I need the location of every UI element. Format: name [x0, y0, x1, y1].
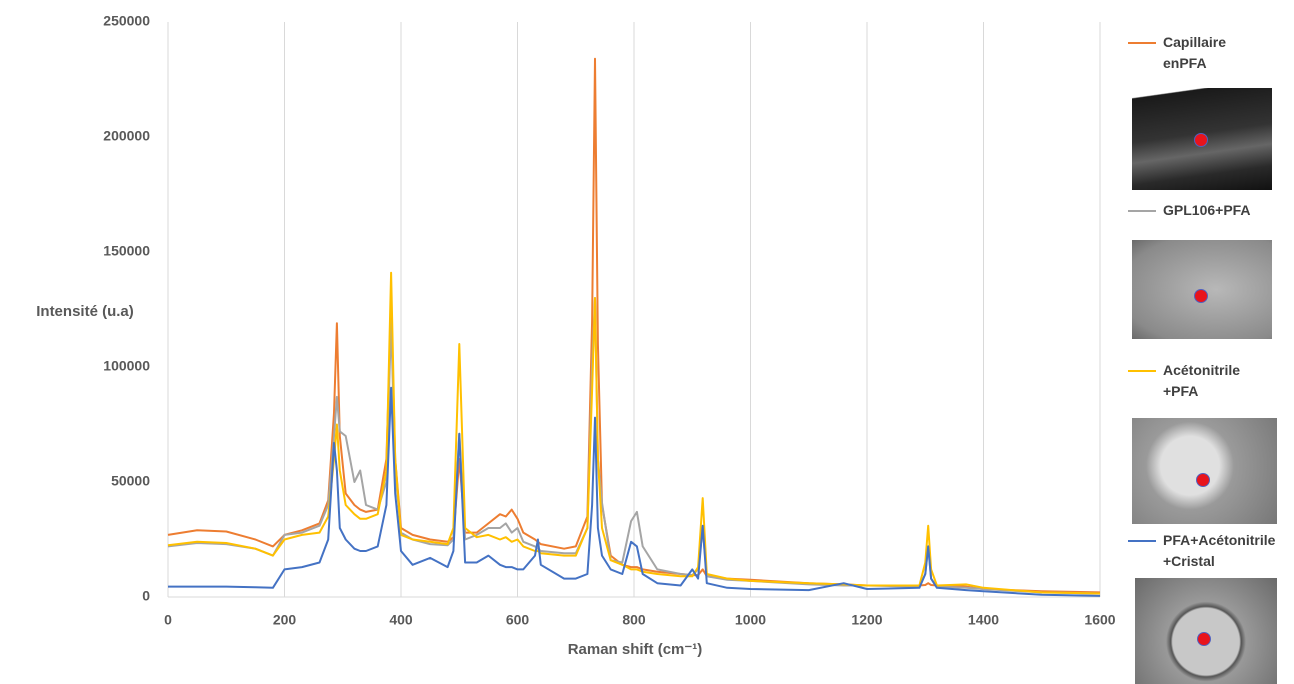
legend-label: Acétonitrile +PFA	[1163, 362, 1241, 399]
marker	[1196, 473, 1210, 487]
y-tick-label: 100000	[103, 358, 150, 374]
y-tick-label: 50000	[111, 473, 150, 489]
x-tick-label: 600	[506, 612, 530, 628]
y-axis-label: Intensité (u.a)	[36, 303, 134, 320]
micrograph	[1132, 240, 1272, 339]
marker	[1197, 632, 1211, 646]
x-tick-label: 1400	[968, 612, 999, 628]
y-tick-label: 150000	[103, 243, 150, 259]
x-tick-label: 1000	[735, 612, 766, 628]
micrograph	[1132, 88, 1272, 190]
micrograph	[1132, 418, 1277, 524]
y-tick-label: 0	[142, 588, 150, 604]
y-tick-label: 200000	[103, 128, 150, 144]
marker	[1194, 133, 1208, 147]
legend-label: GPL106+PFA	[1163, 202, 1251, 218]
y-tick-label: 250000	[103, 13, 150, 29]
x-tick-label: 800	[622, 612, 646, 628]
x-tick-label: 1600	[1084, 612, 1115, 628]
micrograph	[1135, 578, 1277, 684]
series-line	[168, 386, 1101, 597]
x-tick-label: 200	[273, 612, 297, 628]
legend-label: PFA+Acétonitrile +Cristal	[1163, 532, 1276, 569]
x-tick-label: 1200	[851, 612, 882, 628]
legend-label: Capillaire enPFA	[1163, 34, 1227, 71]
marker	[1194, 289, 1208, 303]
x-tick-label: 400	[389, 612, 413, 628]
x-tick-label: 0	[164, 612, 172, 628]
x-axis-label: Raman shift (cm⁻¹)	[568, 641, 703, 658]
